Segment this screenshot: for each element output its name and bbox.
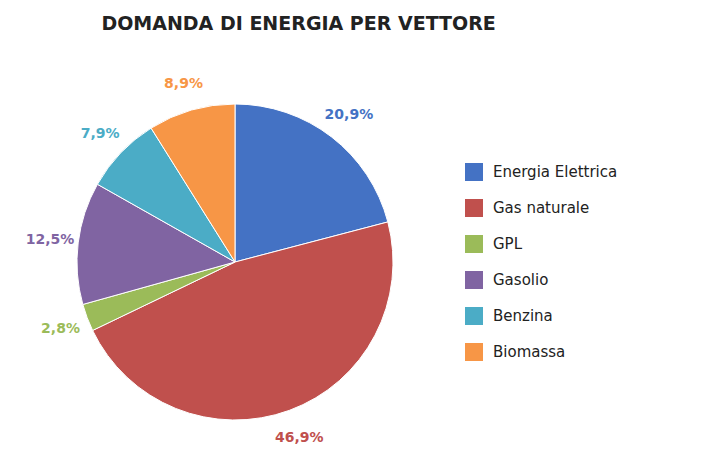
legend-swatch: [465, 199, 483, 217]
legend-item: Energia Elettrica: [465, 163, 617, 181]
legend-item: GPL: [465, 235, 523, 253]
data-label: 8,9%: [164, 75, 203, 91]
legend-label: Biomassa: [493, 343, 565, 361]
data-labels: 20,9% 46,9% 2,8% 12,5% 7,9% 8,9%: [26, 75, 374, 445]
chart-svg: DOMANDA DI ENERGIA PER VETTORE 20,9% 46,9%…: [0, 0, 711, 475]
data-label: 46,9%: [275, 429, 324, 445]
legend-label: Benzina: [493, 307, 553, 325]
legend-label: Gasolio: [493, 271, 548, 289]
legend-label: Gas naturale: [493, 199, 589, 217]
data-label: 12,5%: [26, 231, 75, 247]
legend-swatch: [465, 307, 483, 325]
legend-item: Gas naturale: [465, 199, 589, 217]
legend-swatch: [465, 271, 483, 289]
legend-item: Benzina: [465, 307, 553, 325]
data-label: 2,8%: [41, 320, 80, 336]
legend-swatch: [465, 163, 483, 181]
pie: [77, 104, 393, 420]
data-label: 20,9%: [325, 106, 374, 122]
legend: Energia Elettrica Gas naturale GPL Gasolio B…: [465, 163, 617, 361]
legend-swatch: [465, 235, 483, 253]
pie-slice: [151, 104, 235, 262]
legend-item: Gasolio: [465, 271, 548, 289]
chart-title: DOMANDA DI ENERGIA PER VETTORE: [101, 12, 495, 34]
legend-swatch: [465, 343, 483, 361]
legend-label: GPL: [493, 235, 523, 253]
chart-container: DOMANDA DI ENERGIA PER VETTORE 20,9% 46,9%…: [0, 0, 711, 475]
legend-item: Biomassa: [465, 343, 565, 361]
data-label: 7,9%: [81, 125, 120, 141]
legend-label: Energia Elettrica: [493, 163, 617, 181]
